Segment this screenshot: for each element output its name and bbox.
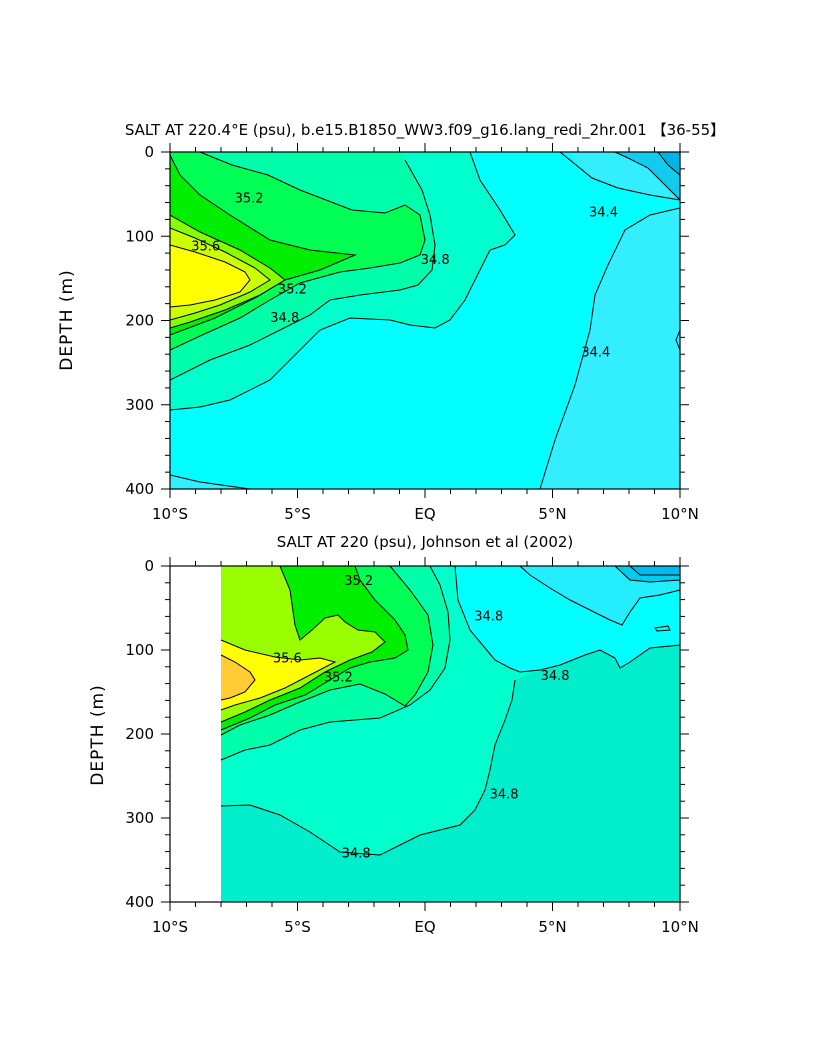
- contour-label: 34.8: [541, 669, 570, 684]
- contour-label: 35.2: [344, 574, 373, 589]
- contour-label: 35.2: [235, 191, 264, 206]
- panel-2-contour-fills: [221, 566, 680, 902]
- x-tick-label: 10°N: [661, 505, 699, 523]
- x-tick-label: 10°S: [152, 505, 188, 523]
- y-tick-label: 100: [125, 227, 154, 245]
- y-tick-label: 300: [125, 396, 154, 414]
- panel-2-contour-lines: [220, 566, 680, 856]
- panel-1-title: SALT AT 220.4°E (psu), b.e15.B1850_WW3.f…: [125, 121, 725, 140]
- contour-label: 34.8: [342, 846, 371, 861]
- y-tick-label: 0: [144, 143, 154, 161]
- contour-label: 35.2: [278, 282, 307, 297]
- contour-label: 35.2: [324, 671, 353, 686]
- x-tick-label: 5°N: [538, 505, 566, 523]
- fill-34.0-34.2: [615, 152, 680, 200]
- contour-label: 34.8: [490, 787, 519, 802]
- y-tick-label: 400: [125, 893, 154, 911]
- panel-2-title: SALT AT 220 (psu), Johnson et al (2002): [277, 533, 574, 551]
- panel-1-ticks: 10°S 5°S EQ 5°N 10°N 0 100 200 300 400: [125, 143, 699, 523]
- contour-label: 34.8: [474, 609, 503, 624]
- panel-2-contour-labels: 35.2 35.6 35.2 34.8 34.8 34.8 34.8: [273, 574, 570, 861]
- fill-34.6-34.8-deep: [221, 645, 680, 902]
- y-tick-label: 300: [125, 809, 154, 827]
- panel-1-contour-lines: [170, 152, 680, 489]
- panel-2-ylabel: DEPTH (m): [88, 684, 108, 785]
- x-tick-label: 5°S: [284, 505, 311, 523]
- panel-1-contour-fills: [170, 152, 680, 489]
- x-tick-label: EQ: [414, 918, 435, 936]
- fill-gt-35.8: [170, 245, 250, 307]
- y-tick-label: 0: [144, 557, 154, 575]
- y-tick-label: 200: [125, 725, 154, 743]
- x-tick-label: 10°S: [152, 918, 188, 936]
- contour-label: 34.4: [589, 206, 618, 221]
- panel-1-contour-labels: 35.2 35.6 35.2 34.8 34.8 34.4 34.4: [191, 191, 618, 360]
- panel-1-ylabel: DEPTH (m): [57, 269, 77, 370]
- panel-1: 35.2 35.6 35.2 34.8 34.8 34.4 34.4 10°S 5°S EQ 5°…: [57, 121, 725, 523]
- contour-label: 34.8: [421, 253, 450, 268]
- fill-lt-34.0: [658, 152, 680, 175]
- fill-gt-36.0: [221, 655, 255, 700]
- contour-label: 34.4: [581, 346, 610, 361]
- fill-deep-34.4: [170, 475, 250, 489]
- y-tick-label: 400: [125, 480, 154, 498]
- contour-label: 34.8: [270, 311, 299, 326]
- panel-2-ticks: 10°S 5°S EQ 5°N 10°N 0 100 200 300 400: [125, 557, 699, 936]
- y-tick-label: 200: [125, 312, 154, 330]
- panel-2: 35.2 35.6 35.2 34.8 34.8 34.8 34.8 10°S 5°S EQ 5°…: [88, 533, 699, 936]
- y-tick-label: 100: [125, 641, 154, 659]
- x-tick-label: EQ: [414, 505, 435, 523]
- x-tick-label: 10°N: [661, 918, 699, 936]
- x-tick-label: 5°N: [538, 918, 566, 936]
- x-tick-label: 5°S: [284, 918, 311, 936]
- fill-lt-34.2: [630, 566, 680, 575]
- fill-34.2-34.4: [540, 152, 680, 489]
- fill-35.8-36.0: [221, 640, 335, 710]
- contour-label: 35.6: [273, 651, 302, 666]
- contour-label: 35.6: [191, 239, 220, 254]
